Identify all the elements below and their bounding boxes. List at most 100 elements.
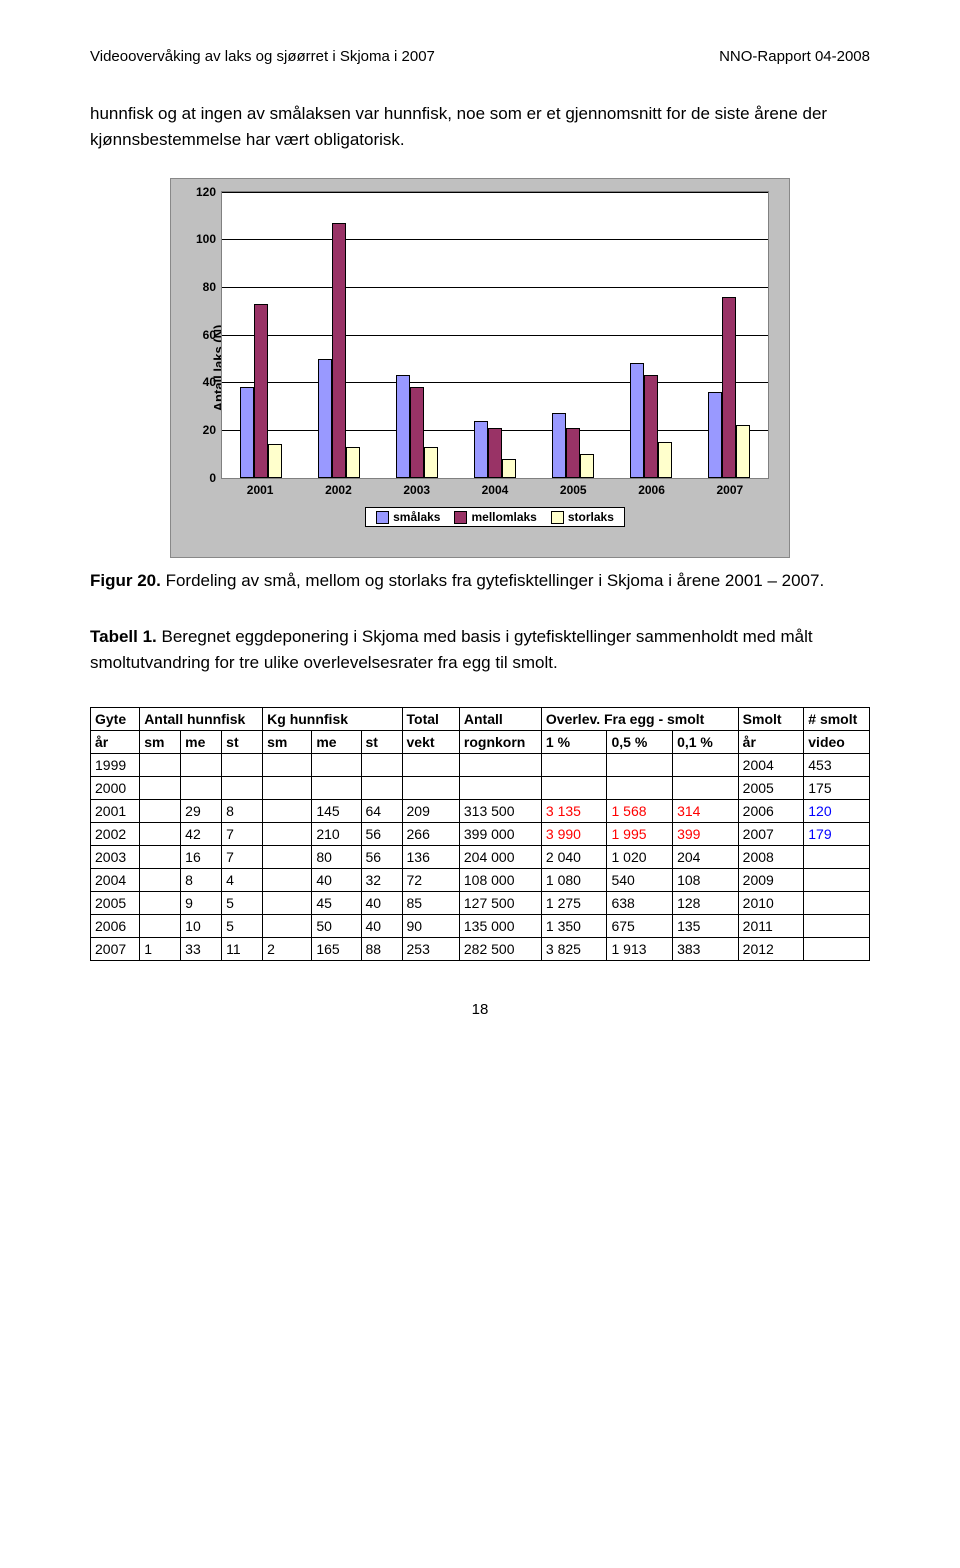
table-cell: 4	[222, 868, 263, 891]
chart-bar	[580, 454, 594, 478]
table-header-cell: sm	[140, 730, 181, 753]
chart-bar-group	[378, 192, 456, 478]
table-cell: 45	[312, 891, 361, 914]
table-cell: 127 500	[459, 891, 541, 914]
table-cell	[361, 753, 402, 776]
chart-bar	[658, 442, 672, 478]
table-cell: 2006	[738, 799, 804, 822]
table-cell: 80	[312, 845, 361, 868]
chart-legend-item: smålaks	[376, 510, 440, 524]
chart-x-tick-label: 2003	[378, 483, 456, 497]
table-cell: 1	[140, 937, 181, 960]
table-cell	[263, 868, 312, 891]
table-header-cell: st	[222, 730, 263, 753]
table-cell: 7	[222, 822, 263, 845]
table-row: 200242721056266399 0003 9901 99539920071…	[91, 822, 870, 845]
table-cell	[607, 776, 673, 799]
chart-bar-group	[222, 192, 300, 478]
table-cell: 383	[673, 937, 739, 960]
table-row: 2006105504090135 0001 3506751352011	[91, 914, 870, 937]
table-cell: 2 040	[541, 845, 607, 868]
table-cell: 165	[312, 937, 361, 960]
table-cell	[140, 891, 181, 914]
table-cell: 2006	[91, 914, 140, 937]
table-header-cell: Smolt	[738, 707, 804, 730]
table-cell	[804, 868, 870, 891]
table-cell: 3 135	[541, 799, 607, 822]
chart-x-tick-label: 2004	[456, 483, 534, 497]
chart-y-tick-label: 40	[203, 375, 222, 389]
table-cell: 120	[804, 799, 870, 822]
table-cell: 8	[181, 868, 222, 891]
chart-bar	[566, 428, 580, 478]
header-right: NNO-Rapport 04-2008	[719, 48, 870, 65]
table-cell	[361, 776, 402, 799]
figure-20-caption: Figur 20. Fordeling av små, mellom og st…	[90, 568, 870, 594]
table-cell: 1 350	[541, 914, 607, 937]
table-cell: 1 275	[541, 891, 607, 914]
chart-y-tick-label: 60	[203, 328, 222, 342]
chart-bar	[644, 375, 658, 477]
table-cell: 282 500	[459, 937, 541, 960]
table-cell	[804, 937, 870, 960]
table-cell	[402, 776, 459, 799]
table-cell: 179	[804, 822, 870, 845]
table-cell	[140, 776, 181, 799]
table-1: GyteAntall hunnfiskKg hunnfiskTotalAntal…	[90, 707, 870, 961]
table-cell	[459, 753, 541, 776]
table-1-caption: Tabell 1. Beregnet eggdeponering i Skjom…	[90, 624, 870, 677]
chart-y-tick-label: 20	[203, 423, 222, 437]
chart-legend-item: storlaks	[551, 510, 614, 524]
header-left: Videoovervåking av laks og sjøørret i Sk…	[90, 48, 435, 65]
chart-bar	[424, 447, 438, 478]
chart-bar	[410, 387, 424, 478]
table-cell: 2	[263, 937, 312, 960]
table-cell	[140, 845, 181, 868]
chart-bar-group	[300, 192, 378, 478]
table-cell: 2001	[91, 799, 140, 822]
chart-legend: smålaksmellomlaksstorlaks	[365, 507, 625, 527]
table-cell	[402, 753, 459, 776]
table-cell	[263, 914, 312, 937]
chart-bar	[708, 392, 722, 478]
table-header-cell: 0,5 %	[607, 730, 673, 753]
table-cell	[804, 845, 870, 868]
table-cell: 1 995	[607, 822, 673, 845]
table-cell: 108	[673, 868, 739, 891]
table-cell	[181, 753, 222, 776]
table-cell: 2005	[738, 776, 804, 799]
table-cell: 266	[402, 822, 459, 845]
table-cell: 209	[402, 799, 459, 822]
table-cell: 638	[607, 891, 673, 914]
chart-bar	[552, 413, 566, 477]
chart-bar-group	[690, 192, 768, 478]
table-cell	[312, 776, 361, 799]
intro-paragraph: hunnfisk og at ingen av smålaksen var hu…	[90, 101, 870, 154]
table-row: 200713311216588253282 5003 8251 91338320…	[91, 937, 870, 960]
chart-bar	[474, 421, 488, 478]
chart-x-tick-label: 2005	[534, 483, 612, 497]
chart-bar	[396, 375, 410, 477]
table-cell: 2005	[91, 891, 140, 914]
table-cell: 2010	[738, 891, 804, 914]
table-cell	[541, 753, 607, 776]
table-cell: 9	[181, 891, 222, 914]
table-header-cell: år	[91, 730, 140, 753]
table-cell: 135 000	[459, 914, 541, 937]
chart-x-tick-label: 2007	[691, 483, 769, 497]
table-cell: 2007	[738, 822, 804, 845]
table-cell: 7	[222, 845, 263, 868]
chart-bar	[332, 223, 346, 478]
chart-bar-group	[534, 192, 612, 478]
figure-20-caption-text: Fordeling av små, mellom og storlaks fra…	[166, 571, 825, 590]
table-cell	[804, 914, 870, 937]
chart-bar	[630, 363, 644, 477]
table-cell	[140, 914, 181, 937]
table-header-row-2: årsmmestsmmestvektrognkorn1 %0,5 %0,1 %å…	[91, 730, 870, 753]
chart-bar	[254, 304, 268, 478]
table-header-cell: me	[181, 730, 222, 753]
table-header-cell: # smolt	[804, 707, 870, 730]
table-cell: 3 825	[541, 937, 607, 960]
table-header-cell: vekt	[402, 730, 459, 753]
table-cell	[263, 822, 312, 845]
